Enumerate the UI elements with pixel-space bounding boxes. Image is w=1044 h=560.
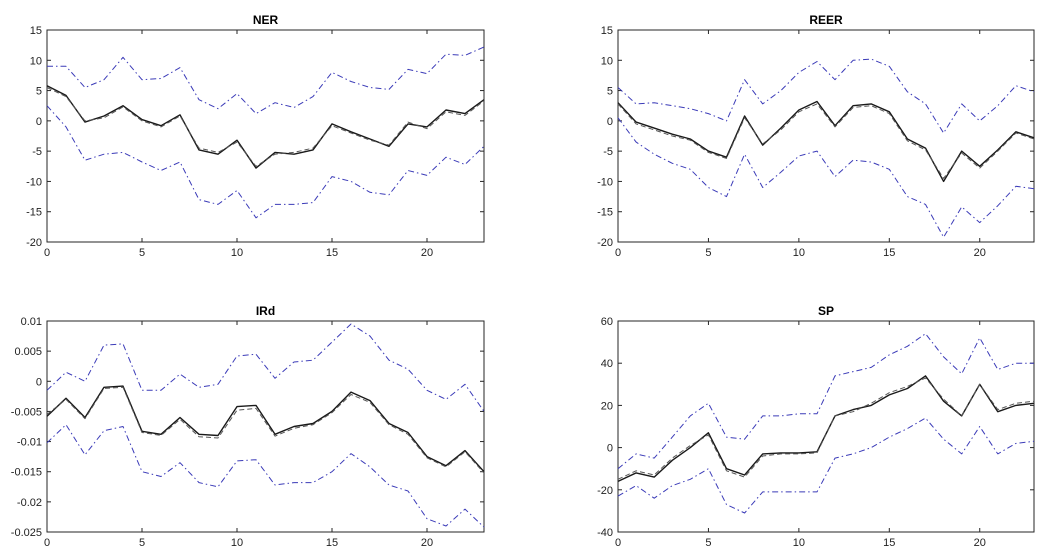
x-tick-label: 0 bbox=[44, 247, 50, 259]
y-tick-label: -40 bbox=[597, 527, 613, 539]
y-tick-label: -0.01 bbox=[17, 437, 42, 449]
y-tick-label: 10 bbox=[601, 55, 613, 67]
y-tick-label: -10 bbox=[597, 176, 613, 188]
y-tick-label: 0 bbox=[607, 116, 613, 128]
y-tick-label: -20 bbox=[26, 237, 42, 249]
y-tick-label: -0.02 bbox=[17, 497, 42, 509]
x-tick-label: 15 bbox=[883, 537, 895, 549]
subplot-title: REER bbox=[809, 13, 843, 27]
x-tick-label: 10 bbox=[231, 537, 243, 549]
series-line-4 bbox=[617, 417, 1035, 514]
subplot-sp: SP 0 5 10 15 20 -40 -20 0 20 40 60 bbox=[597, 304, 1035, 549]
y-tick-label: -15 bbox=[597, 207, 613, 219]
x-tick-label: 5 bbox=[705, 247, 711, 259]
subplot-reer: REER 0 5 10 15 20 -20 -15 -10 -5 0 5 10 15 bbox=[597, 13, 1035, 259]
x-tick-label: 20 bbox=[974, 537, 986, 549]
series-line-3 bbox=[47, 46, 485, 115]
y-tick-label: 0 bbox=[36, 376, 42, 388]
y-tick-label: -0.005 bbox=[11, 406, 42, 418]
y-tick-label: 15 bbox=[601, 25, 613, 37]
y-tick-label: 5 bbox=[36, 86, 42, 98]
series-line-4 bbox=[46, 424, 485, 528]
plot-area bbox=[617, 320, 1035, 533]
plot-area bbox=[46, 29, 485, 243]
y-tick-label: 5 bbox=[607, 86, 613, 98]
y-tick-label: -10 bbox=[26, 176, 42, 188]
x-tick-label: 15 bbox=[326, 247, 338, 259]
x-tick-label: 5 bbox=[139, 247, 145, 259]
y-tick-label: -5 bbox=[32, 146, 42, 158]
series-line-2 bbox=[46, 87, 485, 167]
x-tick-label: 10 bbox=[793, 537, 805, 549]
y-tick-label: -0.025 bbox=[11, 527, 42, 539]
x-tick-label: 15 bbox=[883, 247, 895, 259]
y-tick-label: -5 bbox=[603, 146, 613, 158]
y-tick-label: -20 bbox=[597, 485, 613, 497]
series-line-1 bbox=[46, 385, 485, 473]
x-tick-label: 10 bbox=[793, 247, 805, 259]
x-tick-label: 15 bbox=[326, 537, 338, 549]
subplot-ner: NER 0 5 10 15 20 -20 -15 -10 -5 0 5 10 15 bbox=[26, 13, 485, 259]
y-tick-label: -20 bbox=[597, 237, 613, 249]
series-line-2 bbox=[46, 386, 485, 474]
subplot-title: IRd bbox=[256, 304, 275, 318]
series-line-3 bbox=[617, 333, 1034, 470]
subplot-ird: IRd 0 5 10 15 20 -0.025 -0.02 -0.015 -0.01 -0.005 0… bbox=[11, 304, 485, 549]
series-line-2 bbox=[617, 103, 1035, 179]
x-tick-label: 20 bbox=[421, 247, 433, 259]
x-tick-label: 0 bbox=[615, 247, 621, 259]
y-tick-label: 15 bbox=[30, 25, 42, 37]
x-tick-label: 20 bbox=[974, 247, 986, 259]
y-tick-label: 0 bbox=[607, 443, 613, 455]
series-line-3 bbox=[46, 323, 485, 412]
series-line-3 bbox=[617, 58, 1035, 134]
y-tick-label: -0.015 bbox=[11, 467, 42, 479]
subplot-title: SP bbox=[818, 304, 834, 318]
subplot-title: NER bbox=[253, 13, 279, 27]
series-line-1 bbox=[46, 85, 485, 169]
y-tick-label: 0 bbox=[36, 116, 42, 128]
series-line-1 bbox=[617, 100, 1035, 183]
y-tick-label: 20 bbox=[601, 400, 613, 412]
y-tick-label: 0.005 bbox=[14, 346, 42, 358]
series-line-4 bbox=[46, 105, 485, 219]
y-tick-label: 40 bbox=[601, 358, 613, 370]
plot-area bbox=[617, 29, 1035, 243]
y-tick-label: -15 bbox=[26, 207, 42, 219]
y-tick-label: 10 bbox=[30, 55, 42, 67]
x-tick-label: 0 bbox=[615, 537, 621, 549]
y-tick-label: 60 bbox=[601, 316, 613, 328]
x-tick-label: 10 bbox=[231, 247, 243, 259]
x-tick-label: 20 bbox=[421, 537, 433, 549]
x-tick-label: 0 bbox=[44, 537, 50, 549]
y-tick-label: 0.01 bbox=[21, 316, 42, 328]
x-tick-label: 5 bbox=[705, 537, 711, 549]
x-tick-label: 5 bbox=[139, 537, 145, 549]
plot-area bbox=[46, 320, 485, 533]
series-line-2 bbox=[617, 377, 1035, 480]
